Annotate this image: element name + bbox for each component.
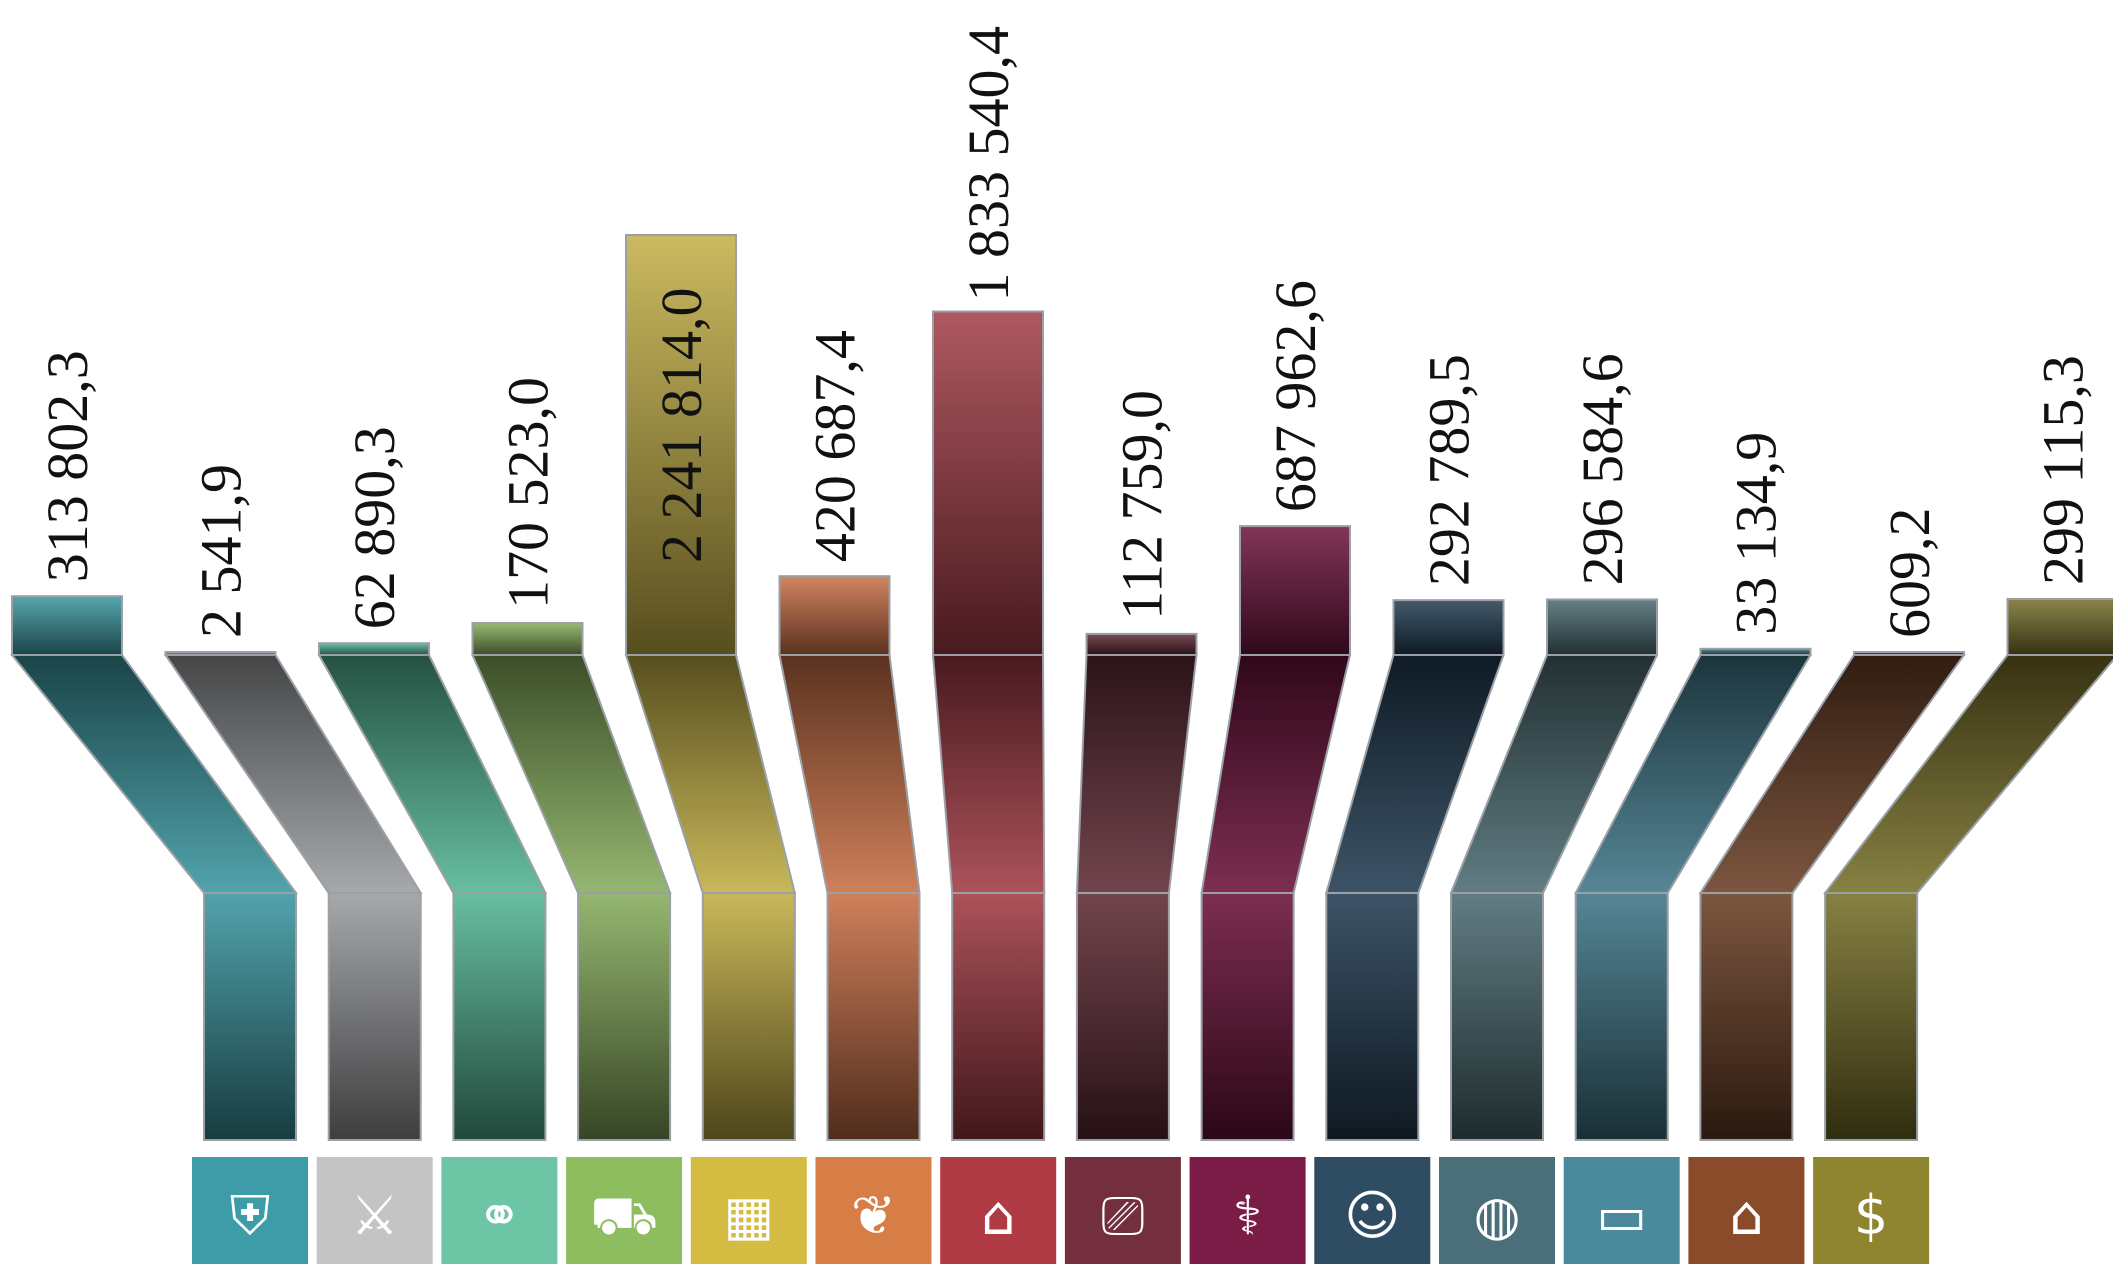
ribbon-vertical-national-security-law-enforcement (452, 892, 547, 1141)
svg-text:⚕: ⚕ (1233, 1184, 1262, 1247)
bar-public-debt-service (1853, 651, 1965, 656)
icon-layer: ⛨ ⚔ ⚭ ⛟ ▦ ❦ ⌂ ⎚ ⚕ ☺ ◍ ▭ ⌂ $ (192, 1157, 1930, 1264)
bar-national-security-law-enforcement (318, 642, 430, 656)
svg-text:◍: ◍ (1473, 1184, 1520, 1247)
bar-interbudgetary-transfers (2006, 597, 2113, 656)
ribbon-vertical-mass-media (1574, 892, 1669, 1141)
bar-national-economy (471, 622, 584, 656)
svg-text:⌂: ⌂ (1729, 1184, 1763, 1247)
svg-text:⎚: ⎚ (1101, 1184, 1144, 1247)
value-label-national-defense: 2 541,9 (189, 464, 254, 638)
value-label-mass-media: 33 134,9 (1724, 432, 1789, 635)
ribbon-vertical-environmental-protection (826, 892, 921, 1141)
building-icon: ▦ (690, 1157, 807, 1264)
ball-icon: ◍ (1439, 1157, 1555, 1264)
ribbon-vertical-general-state-issues (203, 892, 297, 1141)
bank-coins-icon: ⌂ (1688, 1157, 1805, 1264)
bar-general-state-issues (11, 595, 123, 656)
value-label-general-state-issues: 313 802,3 (35, 350, 100, 582)
bar-national-defense (164, 651, 277, 656)
svg-text:☺: ☺ (1344, 1184, 1400, 1247)
ribbon-vertical-physical-culture-sport (1450, 892, 1544, 1141)
value-label-national-economy: 170 523,0 (496, 377, 561, 609)
value-label-healthcare: 687 962,6 (1263, 280, 1328, 512)
svg-text:▭: ▭ (1596, 1184, 1647, 1247)
ribbon-diagonal-education (931, 654, 1046, 894)
ribbon-vertical-housing-utilities (701, 892, 796, 1141)
ribbon-vertical-national-economy (577, 892, 672, 1141)
graduation-book-icon: ⌂ (940, 1157, 1057, 1264)
value-label-culture-cinematography: 112 759,0 (1110, 390, 1175, 620)
bar-housing-utilities (625, 234, 737, 656)
bar-social-policy (1392, 599, 1505, 656)
bar-environmental-protection (778, 575, 891, 656)
bar-culture-cinematography (1085, 632, 1198, 657)
value-label-physical-culture-sport: 296 584,6 (1570, 353, 1635, 585)
people-icon: ☺ (1314, 1157, 1431, 1264)
ribbon-vertical-education (951, 892, 1046, 1141)
svg-text:⛟: ⛟ (590, 1184, 658, 1247)
bar-healthcare (1239, 525, 1351, 656)
svg-text:▦: ▦ (723, 1184, 774, 1247)
ribbon-vertical-healthcare (1200, 892, 1295, 1141)
ribbon-vertical-national-defense (327, 892, 422, 1141)
ribbon-diagonal-culture-cinematography (1075, 654, 1198, 894)
svg-text:⛨: ⛨ (230, 1184, 271, 1247)
ribbon-layer (9, 654, 2113, 1141)
bar-mass-media (1699, 647, 1812, 657)
tv-icon: ▭ (1563, 1157, 1680, 1264)
cannon-icon: ⚔ (316, 1157, 433, 1264)
ribbon-vertical-public-debt-service (1699, 892, 1794, 1141)
value-label-social-policy: 292 789,5 (1417, 354, 1482, 586)
bar-education (932, 310, 1044, 656)
value-label-layer: 313 802,3 2 541,9 62 890,3 170 523,0 2 241 8… (35, 26, 2096, 638)
value-label-housing-utilities: 2 241 814,0 (649, 288, 714, 564)
ribbon-vertical-interbudgetary-transfers (1824, 892, 1919, 1141)
svg-text:$: $ (1854, 1184, 1888, 1247)
handcuffs-icon: ⚭ (441, 1157, 558, 1264)
value-label-environmental-protection: 420 687,4 (803, 330, 868, 562)
ribbon-diagonal-environmental-protection (778, 654, 921, 894)
harvester-icon: ⛟ (566, 1157, 683, 1264)
ribbon-vertical-culture-cinematography (1075, 892, 1170, 1141)
caduceus-icon: ⚕ (1189, 1157, 1306, 1264)
bar-layer (11, 234, 2113, 657)
ribbon-vertical-social-policy (1325, 892, 1420, 1141)
svg-text:⚭: ⚭ (477, 1184, 522, 1247)
svg-text:❦: ❦ (851, 1184, 896, 1247)
svg-text:⚔: ⚔ (350, 1184, 398, 1247)
bar-physical-culture-sport (1546, 598, 1658, 656)
ribbon-diagonal-healthcare (1200, 654, 1352, 894)
value-label-national-security-law-enforcement: 62 890,3 (342, 426, 407, 629)
value-label-interbudgetary-transfers: 299 115,3 (2031, 355, 2096, 585)
money-bag-icon: $ (1813, 1157, 1930, 1264)
svg-text:⌂: ⌂ (981, 1184, 1015, 1247)
leaf-icon: ❦ (815, 1157, 932, 1264)
film-camera-icon: ⎚ (1064, 1157, 1181, 1264)
value-label-education: 1 833 540,4 (956, 26, 1021, 302)
emblem-icon: ⛨ (192, 1157, 308, 1264)
value-label-public-debt-service: 609,2 (1877, 508, 1942, 639)
